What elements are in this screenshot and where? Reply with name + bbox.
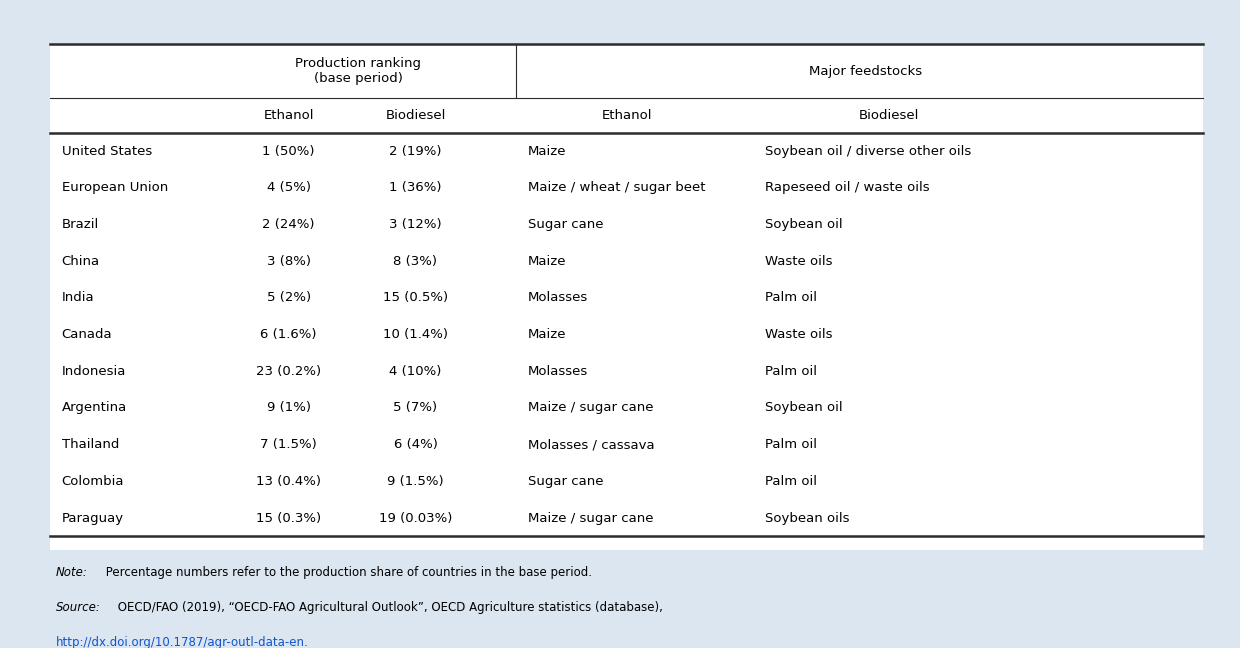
- Text: Percentage numbers refer to the production share of countries in the base period: Percentage numbers refer to the producti…: [102, 566, 591, 579]
- Text: 1 (50%): 1 (50%): [263, 145, 315, 157]
- Text: Palm oil: Palm oil: [765, 438, 817, 451]
- Text: Rapeseed oil / waste oils: Rapeseed oil / waste oils: [765, 181, 929, 194]
- Text: 15 (0.5%): 15 (0.5%): [383, 292, 448, 305]
- Text: 1 (36%): 1 (36%): [389, 181, 441, 194]
- FancyBboxPatch shape: [50, 44, 1203, 550]
- Text: 23 (0.2%): 23 (0.2%): [255, 365, 321, 378]
- Text: Soybean oil: Soybean oil: [765, 218, 842, 231]
- Text: India: India: [62, 292, 94, 305]
- Text: 4 (10%): 4 (10%): [389, 365, 441, 378]
- Text: Waste oils: Waste oils: [765, 328, 832, 341]
- Text: Biodiesel: Biodiesel: [386, 109, 445, 122]
- Text: Colombia: Colombia: [62, 475, 124, 488]
- Text: 5 (2%): 5 (2%): [267, 292, 311, 305]
- Text: Brazil: Brazil: [62, 218, 99, 231]
- Text: OECD/FAO (2019), “OECD-FAO Agricultural Outlook”, OECD Agriculture statistics (d: OECD/FAO (2019), “OECD-FAO Agricultural …: [114, 601, 663, 614]
- Text: Argentina: Argentina: [62, 402, 126, 415]
- Text: 6 (4%): 6 (4%): [393, 438, 438, 451]
- Text: Ethanol: Ethanol: [603, 109, 652, 122]
- Text: Sugar cane: Sugar cane: [528, 218, 604, 231]
- Text: 4 (5%): 4 (5%): [267, 181, 310, 194]
- Text: Molasses: Molasses: [528, 292, 589, 305]
- Text: Thailand: Thailand: [62, 438, 119, 451]
- Text: Waste oils: Waste oils: [765, 255, 832, 268]
- Text: Soybean oils: Soybean oils: [765, 511, 849, 524]
- Text: 8 (3%): 8 (3%): [393, 255, 438, 268]
- Text: Maize: Maize: [528, 145, 567, 157]
- Text: Soybean oil / diverse other oils: Soybean oil / diverse other oils: [765, 145, 971, 157]
- Text: Molasses: Molasses: [528, 365, 589, 378]
- Text: United States: United States: [62, 145, 151, 157]
- Text: 3 (12%): 3 (12%): [389, 218, 441, 231]
- Text: China: China: [62, 255, 99, 268]
- Text: Sugar cane: Sugar cane: [528, 475, 604, 488]
- Text: Maize / sugar cane: Maize / sugar cane: [528, 511, 653, 524]
- Text: Note:: Note:: [56, 566, 88, 579]
- Text: 7 (1.5%): 7 (1.5%): [260, 438, 317, 451]
- Text: 19 (0.03%): 19 (0.03%): [378, 511, 453, 524]
- Text: Major feedstocks: Major feedstocks: [808, 65, 923, 78]
- Text: Molasses / cassava: Molasses / cassava: [528, 438, 655, 451]
- Text: Production ranking
(base period): Production ranking (base period): [295, 57, 422, 85]
- Text: 3 (8%): 3 (8%): [267, 255, 310, 268]
- Text: Paraguay: Paraguay: [62, 511, 124, 524]
- Text: 15 (0.3%): 15 (0.3%): [255, 511, 321, 524]
- Text: Maize / wheat / sugar beet: Maize / wheat / sugar beet: [528, 181, 706, 194]
- Text: Soybean oil: Soybean oil: [765, 402, 842, 415]
- Text: Palm oil: Palm oil: [765, 365, 817, 378]
- Text: 2 (19%): 2 (19%): [389, 145, 441, 157]
- Text: 2 (24%): 2 (24%): [263, 218, 315, 231]
- Text: 6 (1.6%): 6 (1.6%): [260, 328, 317, 341]
- Text: 9 (1%): 9 (1%): [267, 402, 310, 415]
- Text: Biodiesel: Biodiesel: [858, 109, 919, 122]
- Text: Palm oil: Palm oil: [765, 475, 817, 488]
- Text: Maize: Maize: [528, 255, 567, 268]
- Text: 10 (1.4%): 10 (1.4%): [383, 328, 448, 341]
- Text: http://dx.doi.org/10.1787/agr-outl-data-en.: http://dx.doi.org/10.1787/agr-outl-data-…: [56, 636, 309, 648]
- Text: 13 (0.4%): 13 (0.4%): [257, 475, 321, 488]
- Text: Source:: Source:: [56, 601, 100, 614]
- Text: 9 (1.5%): 9 (1.5%): [387, 475, 444, 488]
- Text: 5 (7%): 5 (7%): [393, 402, 438, 415]
- Text: Indonesia: Indonesia: [62, 365, 126, 378]
- Text: Maize / sugar cane: Maize / sugar cane: [528, 402, 653, 415]
- Text: Palm oil: Palm oil: [765, 292, 817, 305]
- Text: Maize: Maize: [528, 328, 567, 341]
- Text: European Union: European Union: [62, 181, 167, 194]
- Text: Canada: Canada: [62, 328, 112, 341]
- Text: Ethanol: Ethanol: [263, 109, 314, 122]
